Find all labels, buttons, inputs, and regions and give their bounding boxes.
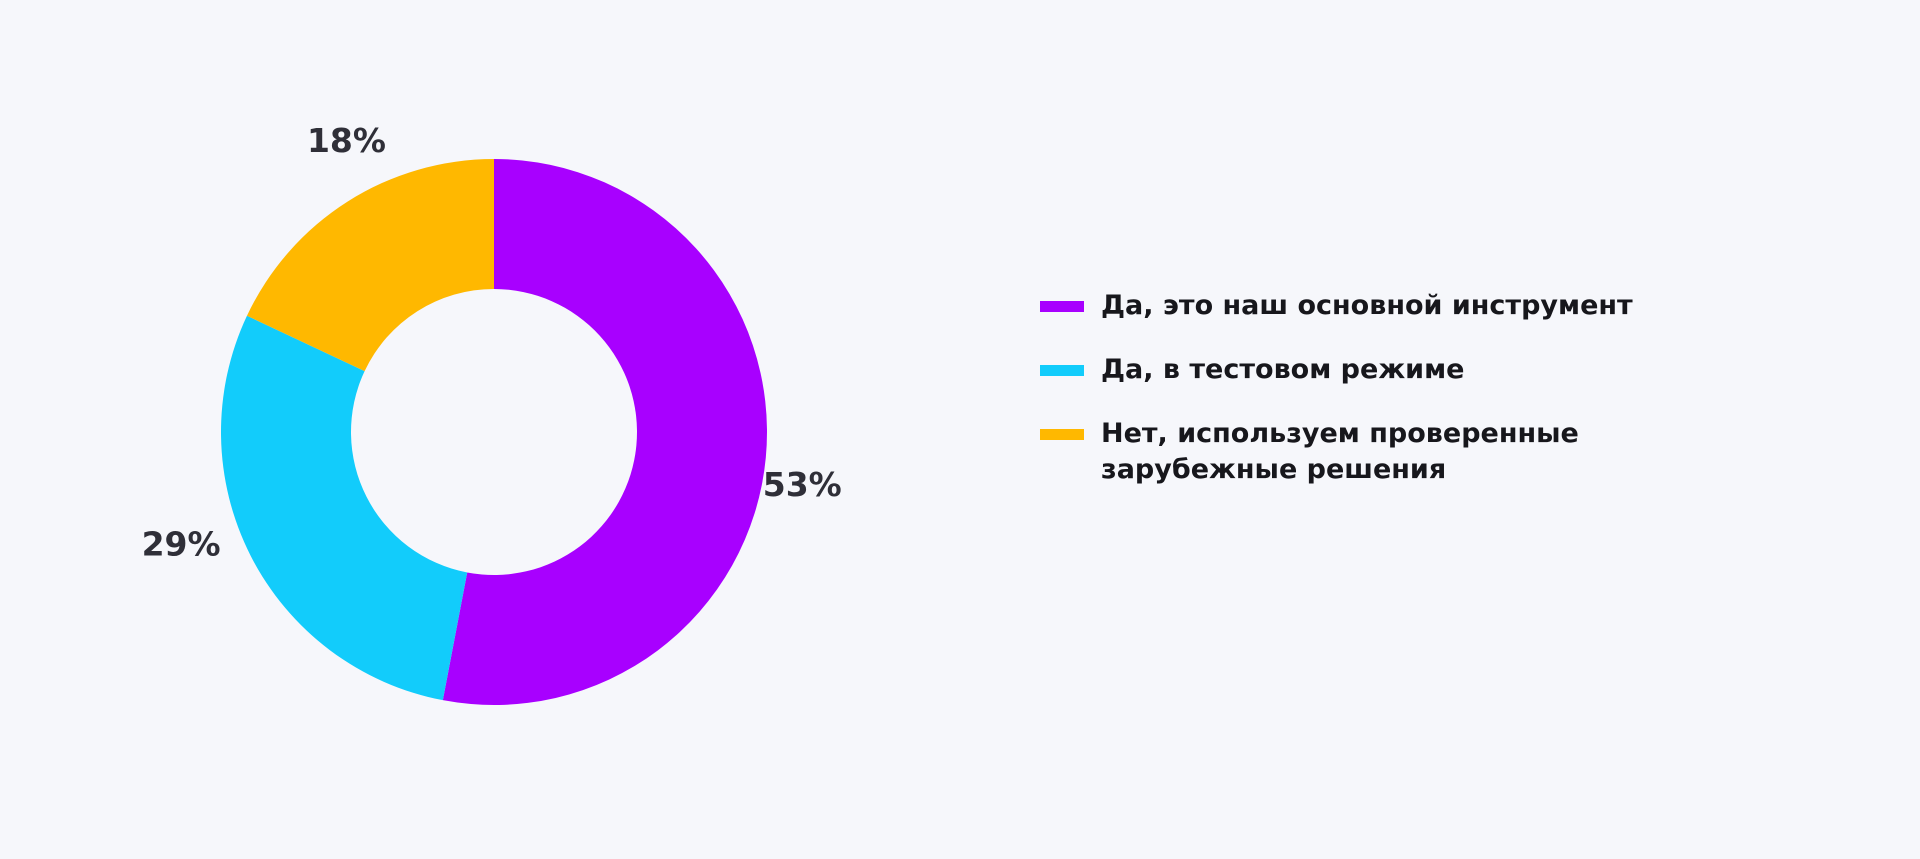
legend-label: Да, в тестовом режиме [1101, 354, 1465, 385]
legend-item-test-mode: Да, в тестовом режиме [1040, 352, 1660, 388]
percent-label-test-mode: 29% [142, 524, 221, 563]
slice-test-mode [220, 315, 468, 701]
legend-label: Да, это наш основной инструмент [1101, 290, 1633, 321]
legend-swatch [1040, 365, 1084, 376]
chart-legend: Да, это наш основной инструмент Да, в те… [1040, 288, 1660, 516]
legend-item-main-tool: Да, это наш основной инструмент [1040, 288, 1660, 324]
percent-label-foreign-solutions: 18% [307, 121, 386, 160]
legend-swatch [1040, 301, 1084, 312]
legend-item-foreign-solutions: Нет, используем проверенные зарубежные р… [1040, 416, 1660, 488]
legend-swatch [1040, 429, 1084, 440]
slice-foreign-solutions [246, 159, 494, 372]
slice-main-tool [442, 159, 767, 705]
legend-label: Нет, используем проверенные зарубежные р… [1101, 418, 1579, 485]
percent-label-main-tool: 53% [763, 465, 842, 504]
